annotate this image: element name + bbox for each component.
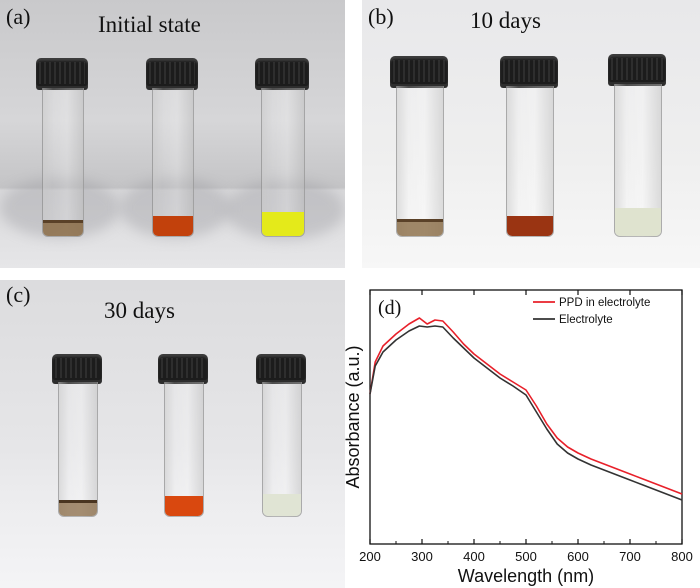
y-axis-label: Absorbance (a.u.) [345,345,363,488]
vial-c3 [256,354,306,518]
vial-c2 [158,354,208,518]
vial-b2 [500,56,558,238]
panel-d-label: (d) [378,297,401,319]
vial-b1 [390,56,448,238]
panel-a-label: (a) [6,4,31,29]
legend-label: PPD in electrolyte [559,297,650,309]
panel-b-title: 10 days [470,8,541,33]
x-tick-label: 800 [671,549,693,564]
x-tick-label: 200 [359,549,381,564]
x-tick-label: 400 [463,549,485,564]
vial-liquid [43,221,83,236]
series-line-ppd [369,317,683,495]
panel-a-title: Initial state [98,12,201,37]
x-tick-label: 300 [411,549,433,564]
x-tick-label: 500 [515,549,537,564]
x-tick-label: 700 [619,549,641,564]
vial-liquid [397,220,443,236]
vial-c1 [52,354,102,518]
vial-liquid [59,502,97,516]
vial-liquid [153,216,193,236]
vial-cap [36,58,88,90]
vial-liquid [263,494,301,516]
absorbance-chart: 200 300 400 500 600 700 800 Wavelength (nm) Abso… [345,289,693,586]
vial-liquid [615,208,661,236]
vial-b3 [608,54,666,238]
panel-a-photo: (a) Initial state [0,0,345,268]
panel-b-label: (b) [368,4,394,29]
panel-b-photo: (b) 10 days [362,0,700,268]
vial-a1 [36,58,88,238]
vial-a2 [146,58,198,238]
panel-c-title: 30 days [104,298,175,323]
legend-label: Electrolyte [559,314,613,326]
panel-c-photo: (c) 30 days [0,280,345,588]
x-tick-label: 600 [567,549,589,564]
series-line-electrolyte [369,325,683,501]
vial-liquid [507,216,553,236]
x-axis-label: Wavelength (nm) [458,566,594,586]
vial-a3 [255,58,309,238]
vial-liquid [165,496,203,516]
panel-c-label: (c) [6,282,31,307]
vial-liquid [262,212,304,236]
